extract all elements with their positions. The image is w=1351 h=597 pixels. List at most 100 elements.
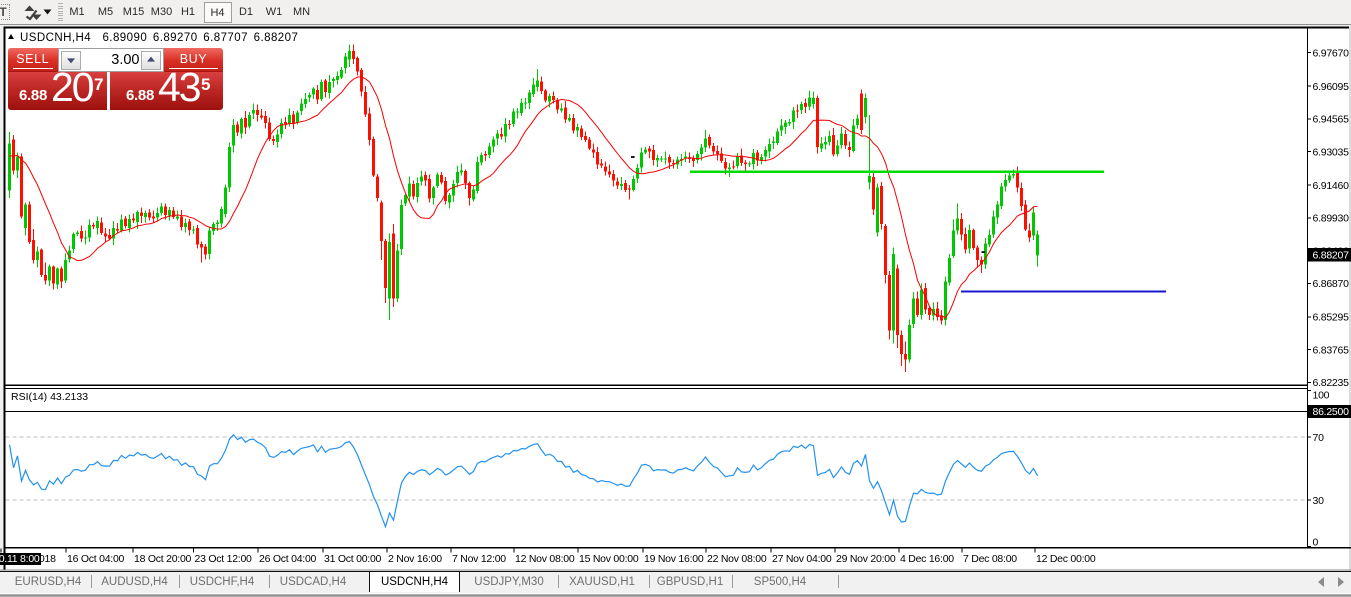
- candle-body: [528, 92, 531, 103]
- candle-body: [512, 111, 515, 124]
- candle-body: [984, 243, 987, 265]
- timeframe-button-D1[interactable]: D1: [238, 6, 254, 18]
- candle-wick: [869, 114, 870, 190]
- rsi-indicator-header: RSI(14) 43.2133: [11, 391, 89, 403]
- candle-body: [576, 127, 579, 131]
- candle-body: [764, 150, 767, 157]
- volume-input[interactable]: [82, 50, 140, 70]
- candle-body: [792, 110, 795, 123]
- candle-body: [884, 226, 887, 276]
- object-anchor-mark: [981, 251, 986, 253]
- candle-body: [852, 125, 855, 151]
- candle-body: [64, 260, 67, 281]
- tab-scroll-right-icon[interactable]: [1338, 577, 1344, 587]
- dropdown-caret-icon[interactable]: [43, 9, 53, 16]
- collapse-panel-icon[interactable]: [8, 34, 14, 39]
- candle-body: [992, 216, 995, 235]
- candle-body: [1032, 212, 1035, 236]
- time-axis-label: 29 Nov 20:00: [836, 553, 896, 565]
- candle-wick: [693, 155, 694, 167]
- time-tick: [193, 548, 194, 553]
- candle-wick: [745, 159, 746, 173]
- candle-wick: [981, 256, 982, 273]
- candle-body: [468, 183, 471, 199]
- candle-body: [1000, 186, 1003, 206]
- window-frame-left: [3, 26, 6, 571]
- candle-body: [80, 230, 83, 239]
- rsi-tick: [1307, 436, 1311, 438]
- timeframe-button-M30[interactable]: M30: [150, 6, 173, 18]
- text-tool-icon[interactable]: T: [0, 4, 10, 20]
- candle-body: [856, 118, 859, 126]
- cursor-time-tag: [0, 552, 41, 565]
- candle-body: [416, 182, 419, 198]
- timeframe-button-M15[interactable]: M15: [122, 6, 145, 18]
- candle-body: [236, 124, 239, 133]
- chart-tab-USDCNH,H4[interactable]: USDCNH,H4: [369, 570, 460, 593]
- rsi-line: [8, 433, 1039, 529]
- buy-underline: [169, 67, 218, 69]
- candle-body: [544, 90, 547, 101]
- time-axis-label: 7 Nov 12:00: [452, 553, 506, 565]
- support-line[interactable]: [961, 290, 1166, 293]
- price-tick: [1307, 349, 1311, 351]
- candle-body: [204, 246, 207, 255]
- candle-body: [840, 133, 843, 146]
- buy-price-box[interactable]: 6.88 43 5: [110, 64, 223, 110]
- timeframe-button-MN[interactable]: MN: [292, 6, 311, 18]
- timeframe-button-H4[interactable]: H4: [203, 2, 232, 23]
- time-tick: [322, 548, 324, 553]
- time-tick: [1034, 548, 1036, 553]
- buy-button[interactable]: BUY: [164, 48, 223, 72]
- candle-body: [44, 275, 47, 281]
- candle-body: [720, 153, 723, 162]
- candle-body: [440, 175, 443, 183]
- sell-button[interactable]: SELL: [8, 48, 58, 72]
- resistance-line[interactable]: [690, 170, 1104, 173]
- candle-body: [384, 241, 387, 288]
- candle-body: [104, 233, 107, 237]
- chart-tab-USDCHF,H4[interactable]: USDCHF,H4: [189, 576, 255, 588]
- candle-body: [960, 218, 963, 235]
- price-tick: [1307, 118, 1311, 120]
- chart-tab-USDCAD,H4[interactable]: USDCAD,H4: [279, 576, 347, 588]
- sell-price-box[interactable]: 6.88 20 7: [8, 64, 107, 110]
- candle-body: [108, 235, 111, 239]
- volume-decrease-button[interactable]: [61, 50, 81, 70]
- rsi-custom-level-line[interactable]: [5, 410, 1308, 412]
- chart-tab-GBPUSD,H1[interactable]: GBPUSD,H1: [656, 576, 724, 588]
- timeframe-button-W1[interactable]: W1: [265, 6, 283, 18]
- candle-body: [248, 114, 251, 127]
- candle-body: [364, 92, 367, 115]
- chart-tab-SP500,H4[interactable]: SP500,H4: [753, 576, 807, 588]
- candle-body: [328, 82, 331, 94]
- timeframe-button-H1[interactable]: H1: [180, 6, 196, 18]
- chart-tab-EURUSD,H4[interactable]: EURUSD,H4: [14, 576, 82, 588]
- time-tick: [642, 548, 644, 553]
- time-tick: [450, 548, 452, 553]
- candle-body: [1024, 204, 1027, 230]
- candle-body: [780, 125, 783, 131]
- candle-body: [68, 250, 71, 260]
- candle-body: [796, 110, 799, 112]
- tab-scroll-left-icon[interactable]: [1318, 577, 1324, 587]
- candle-body: [412, 184, 415, 197]
- candle-body: [524, 102, 527, 104]
- chart-tab-AUDUSD,H4[interactable]: AUDUSD,H4: [101, 576, 168, 588]
- timeframe-button-M1[interactable]: M1: [69, 6, 85, 18]
- candle-body: [580, 128, 583, 137]
- candle-body: [904, 354, 907, 360]
- candle-body: [216, 222, 219, 225]
- volume-increase-button[interactable]: [140, 50, 161, 70]
- chart-arrows-icon[interactable]: [21, 3, 53, 22]
- candle-wick: [569, 113, 570, 122]
- buy-big-figure: 6.88: [126, 87, 154, 104]
- toolbar-grip-icon[interactable]: [58, 2, 64, 22]
- rsi-pane-top-border: [5, 387, 1308, 389]
- timeframe-button-M5[interactable]: M5: [97, 6, 114, 18]
- chart-tab-USDJPY,M30[interactable]: USDJPY,M30: [474, 576, 544, 588]
- candle-body: [172, 210, 175, 217]
- chart-tab-XAUUSD,H1[interactable]: XAUUSD,H1: [569, 576, 635, 588]
- time-tick: [0, 548, 2, 553]
